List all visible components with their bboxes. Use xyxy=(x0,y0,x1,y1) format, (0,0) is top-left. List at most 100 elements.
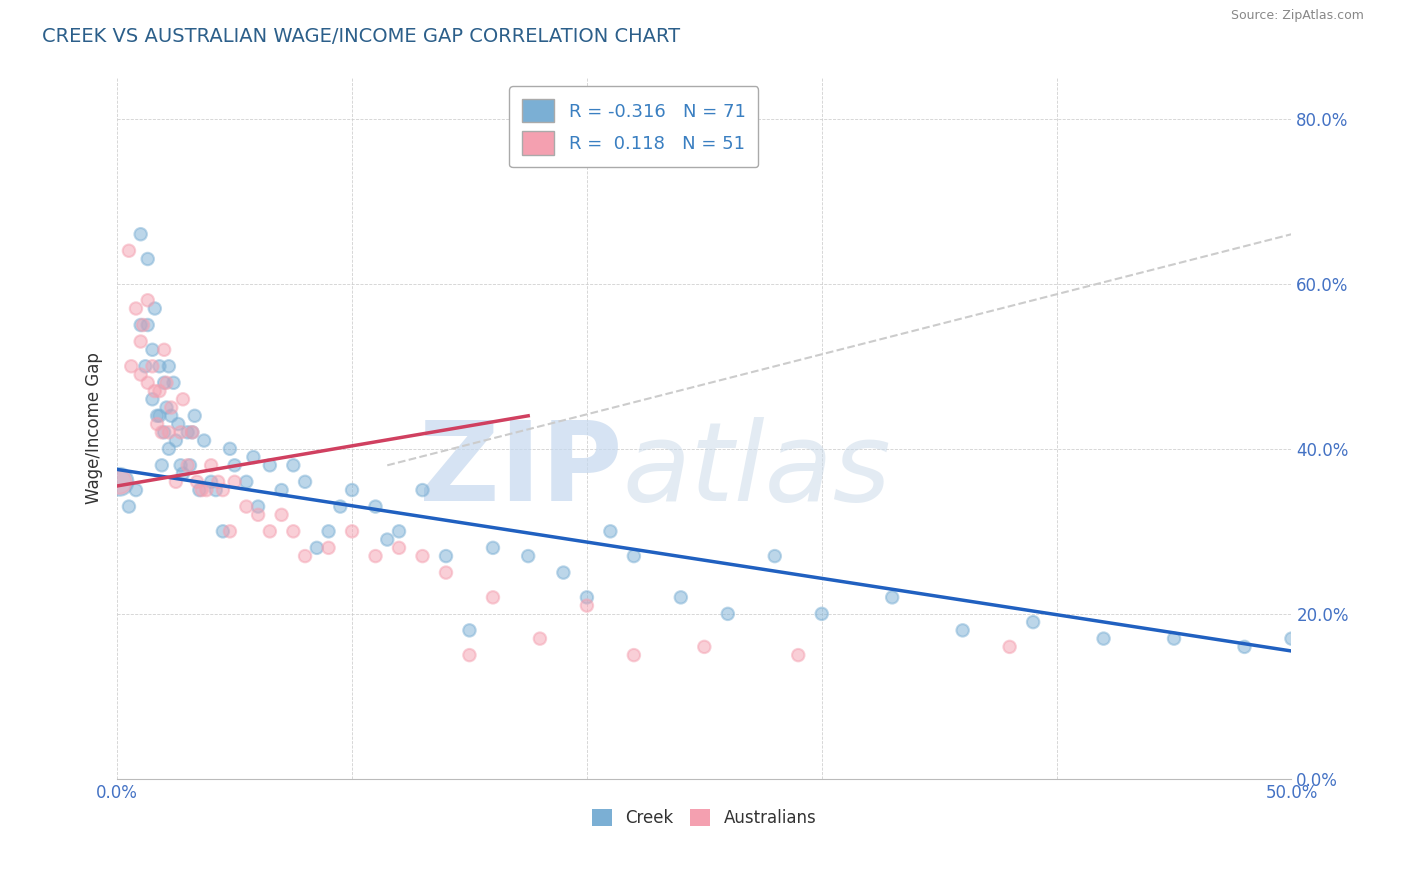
Point xyxy=(305,541,328,555)
Point xyxy=(1022,615,1045,629)
Point xyxy=(181,425,204,440)
Point xyxy=(219,524,242,539)
Point xyxy=(763,549,786,563)
Point xyxy=(283,458,305,473)
Point xyxy=(195,483,218,497)
Point xyxy=(224,458,246,473)
Point xyxy=(172,467,194,481)
Y-axis label: Wage/Income Gap: Wage/Income Gap xyxy=(86,352,103,504)
Point xyxy=(247,500,270,514)
Point xyxy=(1233,640,1256,654)
Point xyxy=(118,500,141,514)
Point xyxy=(329,500,352,514)
Point xyxy=(150,458,173,473)
Point xyxy=(141,359,163,374)
Point xyxy=(193,434,215,448)
Point xyxy=(693,640,716,654)
Point xyxy=(212,524,235,539)
Point xyxy=(125,483,148,497)
Point xyxy=(623,549,645,563)
Point xyxy=(160,401,183,415)
Point xyxy=(517,549,540,563)
Point xyxy=(553,566,575,580)
Point xyxy=(458,648,481,662)
Point xyxy=(169,458,191,473)
Point xyxy=(176,425,198,440)
Point xyxy=(294,475,316,489)
Point xyxy=(146,409,169,423)
Point xyxy=(434,566,457,580)
Point xyxy=(623,648,645,662)
Point xyxy=(318,524,340,539)
Point xyxy=(169,425,191,440)
Point xyxy=(200,475,222,489)
Point xyxy=(143,384,166,398)
Point xyxy=(882,591,904,605)
Text: ZIP: ZIP xyxy=(419,417,621,524)
Point xyxy=(340,483,363,497)
Point xyxy=(120,359,142,374)
Point xyxy=(787,648,810,662)
Point xyxy=(388,524,411,539)
Point xyxy=(108,475,131,489)
Point xyxy=(482,541,505,555)
Text: atlas: atlas xyxy=(621,417,891,524)
Point xyxy=(212,483,235,497)
Point xyxy=(717,607,740,621)
Point xyxy=(186,475,208,489)
Point xyxy=(141,343,163,357)
Point xyxy=(190,483,212,497)
Point xyxy=(810,607,832,621)
Point xyxy=(153,376,176,390)
Point xyxy=(146,417,169,431)
Point xyxy=(136,252,159,266)
Point xyxy=(143,301,166,316)
Point xyxy=(207,475,229,489)
Point xyxy=(247,508,270,522)
Point xyxy=(134,359,156,374)
Point xyxy=(148,409,170,423)
Point xyxy=(153,343,176,357)
Point xyxy=(259,524,281,539)
Point xyxy=(952,624,974,638)
Point xyxy=(157,425,180,440)
Point xyxy=(364,500,387,514)
Point xyxy=(411,483,433,497)
Point xyxy=(188,483,211,497)
Point xyxy=(141,392,163,407)
Point xyxy=(157,442,180,456)
Point xyxy=(242,450,264,464)
Point xyxy=(165,434,187,448)
Point xyxy=(364,549,387,563)
Point xyxy=(176,458,198,473)
Point xyxy=(458,624,481,638)
Point xyxy=(224,475,246,489)
Point xyxy=(183,409,205,423)
Point xyxy=(129,318,152,332)
Point xyxy=(179,458,201,473)
Point xyxy=(1163,632,1185,646)
Point xyxy=(118,244,141,258)
Point xyxy=(129,368,152,382)
Point xyxy=(155,401,177,415)
Point xyxy=(599,524,621,539)
Text: CREEK VS AUSTRALIAN WAGE/INCOME GAP CORRELATION CHART: CREEK VS AUSTRALIAN WAGE/INCOME GAP CORR… xyxy=(42,27,681,45)
Point xyxy=(155,376,177,390)
Point xyxy=(340,524,363,539)
Point xyxy=(434,549,457,563)
Point xyxy=(235,475,257,489)
Point xyxy=(411,549,433,563)
Point xyxy=(148,384,170,398)
Point xyxy=(575,591,598,605)
Point xyxy=(136,293,159,308)
Point xyxy=(165,475,187,489)
Point xyxy=(1092,632,1115,646)
Text: Source: ZipAtlas.com: Source: ZipAtlas.com xyxy=(1230,9,1364,22)
Point xyxy=(270,483,292,497)
Point xyxy=(270,508,292,522)
Point xyxy=(205,483,228,497)
Point xyxy=(172,392,194,407)
Point xyxy=(318,541,340,555)
Point xyxy=(153,425,176,440)
Point xyxy=(132,318,155,332)
